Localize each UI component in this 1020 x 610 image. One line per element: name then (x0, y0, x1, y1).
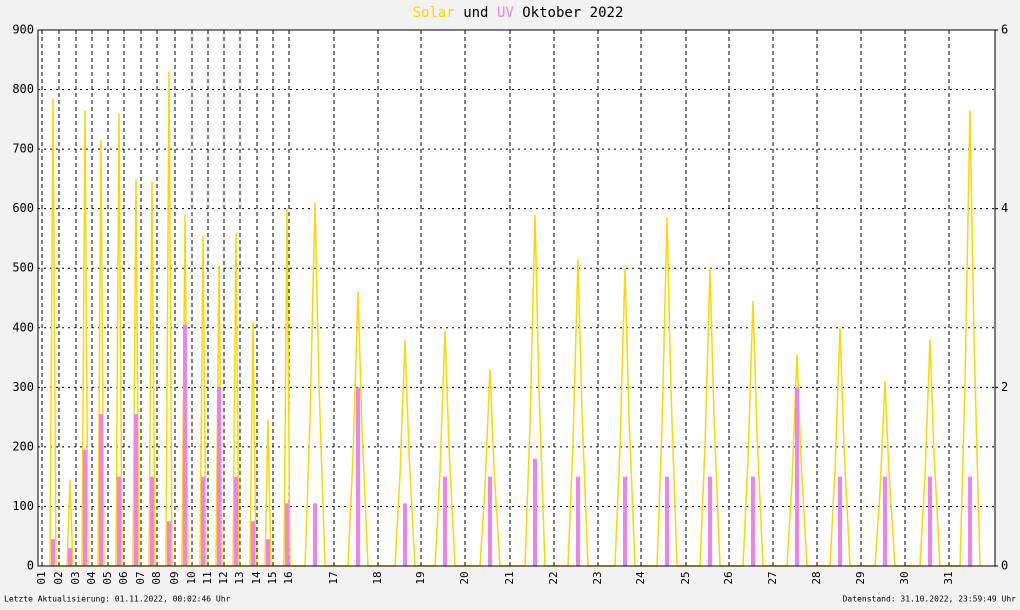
y-tick-label: 500 (12, 261, 34, 275)
y-tick-label: 100 (12, 499, 34, 513)
y-tick-label: 400 (12, 320, 34, 334)
x-tick-label: 23 (591, 571, 604, 584)
x-tick-label: 05 (101, 571, 114, 584)
uv-bar (838, 476, 842, 566)
uv-bar (623, 476, 627, 566)
x-tick-label: 13 (233, 571, 246, 584)
x-tick-label: 18 (371, 571, 384, 584)
x-tick-label: 04 (85, 571, 98, 585)
title-join: und (463, 5, 488, 21)
uv-bar (150, 476, 154, 566)
title-text: Oktober 2022 (522, 5, 623, 21)
uv-bar (928, 476, 932, 566)
uv-bar (167, 521, 171, 566)
x-tick-label: 28 (810, 571, 823, 584)
x-tick-label: 30 (898, 571, 911, 584)
legend-solar: Solar (413, 5, 455, 21)
uv-bar (883, 476, 887, 566)
y-tick-label: 600 (12, 201, 34, 215)
x-tick-label: 17 (327, 571, 340, 584)
plot-border (37, 29, 996, 567)
x-tick-label: 22 (547, 571, 560, 584)
x-tick-label: 01 (35, 571, 48, 584)
x-tick-label: 24 (634, 571, 647, 585)
x-tick-label: 26 (722, 571, 735, 584)
y-tick-label: 0 (27, 559, 34, 573)
y-tick-label: 300 (12, 380, 34, 394)
uv-bar (795, 387, 799, 566)
x-tick-label: 21 (503, 571, 516, 584)
x-tick-label: 07 (134, 571, 147, 584)
y-tick-label: 900 (12, 23, 34, 37)
x-tick-label: 12 (217, 571, 230, 584)
x-tick-label: 31 (942, 571, 955, 584)
footer-left: Letzte Aktualisierung: 01.11.2022, 00:02… (4, 595, 231, 604)
x-tick-label: 29 (854, 571, 867, 584)
uv-bar (83, 449, 87, 566)
uv-bar (576, 476, 580, 566)
uv-bar (217, 387, 221, 566)
uv-bar (134, 414, 138, 566)
uv-bar (751, 476, 755, 566)
uv-bar (968, 476, 972, 566)
uv-bar (285, 503, 289, 566)
footer-right: Datenstand: 31.10.2022, 23:59:49 Uhr (843, 595, 1017, 604)
x-tick-label: 03 (69, 571, 82, 584)
x-tick-label: 19 (414, 571, 427, 584)
x-tick-label: 08 (150, 571, 163, 584)
y2-tick-label: 0 (1001, 559, 1008, 573)
uv-bar (313, 503, 317, 566)
uv-bar (117, 476, 121, 566)
y2-tick-label: 2 (1001, 380, 1008, 394)
uv-bar (488, 476, 492, 566)
plot-area (37, 29, 996, 567)
uv-bar (403, 503, 407, 566)
uv-bar (201, 476, 205, 566)
uv-bar (68, 548, 72, 566)
x-tick-label: 25 (679, 571, 692, 584)
x-tick-label: 15 (266, 571, 279, 584)
uv-bar (266, 539, 270, 566)
uv-bar (708, 476, 712, 566)
uv-bar (183, 324, 187, 566)
uv-bar (443, 476, 447, 566)
x-tick-label: 14 (250, 571, 263, 585)
y-tick-label: 700 (12, 142, 34, 156)
x-tick-label: 06 (117, 571, 130, 584)
y2-tick-label: 6 (1001, 23, 1008, 37)
x-tick-label: 02 (52, 571, 65, 584)
x-tick-label: 09 (168, 571, 181, 584)
legend-uv: UV (497, 5, 514, 21)
uv-bar (234, 476, 238, 566)
y-tick-label: 800 (12, 82, 34, 96)
x-tick-label: 20 (458, 571, 471, 584)
y2-tick-label: 4 (1001, 201, 1008, 215)
x-tick-label: 27 (766, 571, 779, 584)
uv-bar (251, 521, 255, 566)
x-tick-label: 10 (185, 571, 198, 584)
x-tick-label: 16 (282, 571, 295, 584)
uv-bar (356, 387, 360, 566)
uv-bar (665, 476, 669, 566)
y-tick-label: 200 (12, 439, 34, 453)
chart-title: Solar und UV Oktober 2022 (413, 5, 624, 21)
uv-bar (99, 414, 103, 566)
uv-bar (51, 539, 55, 566)
uv-bar (533, 458, 537, 566)
x-tick-label: 11 (201, 571, 214, 584)
